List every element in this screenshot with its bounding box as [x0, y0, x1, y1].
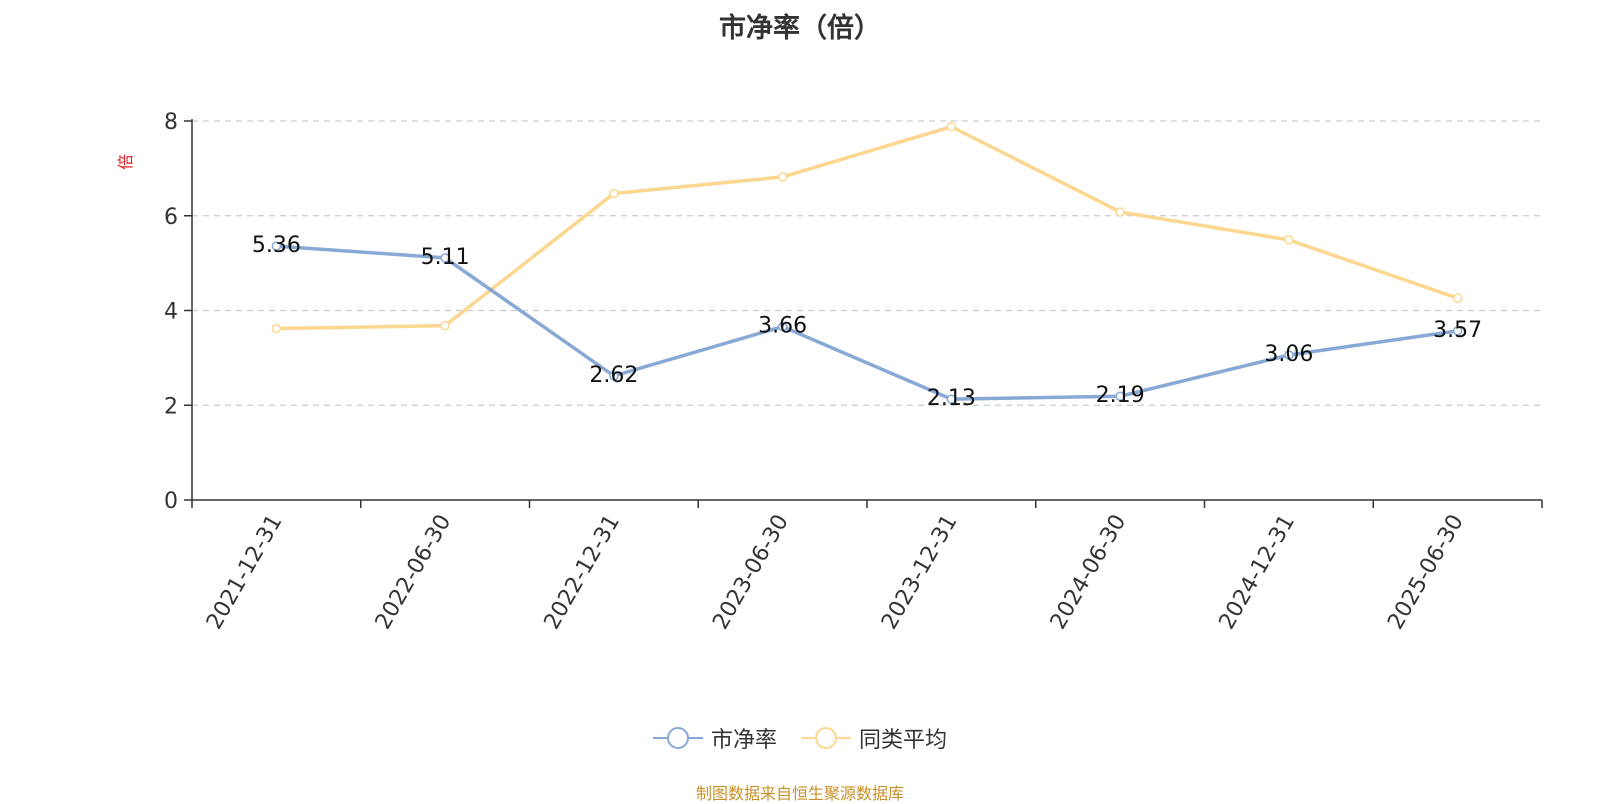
data-point [271, 323, 282, 334]
data-point [609, 188, 619, 199]
y-axis-label: 倍 [116, 154, 135, 170]
x-tick-label: 2022-12-31 [539, 511, 625, 634]
data-point [946, 121, 957, 132]
legend: 市净率 同类平均 [0, 722, 1600, 754]
y-tick-label: 6 [164, 205, 178, 230]
data-labels: 5.36 5.11 2.62 3.66 2.13 2.19 3.06 3.57 [252, 233, 1482, 411]
data-point [1115, 391, 1125, 401]
data-label: 3.57 [1433, 318, 1482, 343]
data-point [777, 172, 788, 182]
legend-marker-icon [801, 727, 851, 749]
x-tick-label: 2023-12-31 [877, 511, 963, 634]
legend-label: 同类平均 [859, 728, 948, 753]
legend-marker-icon [652, 727, 703, 749]
data-label: 3.66 [758, 314, 807, 339]
data-label: 2.62 [589, 363, 638, 388]
data-label: 5.36 [252, 233, 301, 258]
series-line [274, 124, 1460, 331]
x-tick-label: 2024-06-30 [1046, 511, 1132, 634]
gridlines [192, 120, 1542, 406]
y-tick-label: 0 [164, 489, 178, 514]
legend-label: 市净率 [710, 728, 777, 753]
legend-item[interactable]: 同类平均 [801, 722, 947, 754]
x-tick-label: 2023-06-30 [708, 511, 794, 634]
series-lines [274, 124, 1460, 401]
data-point [1452, 293, 1463, 303]
data-point [946, 394, 957, 404]
x-tick-label: 2022-06-30 [371, 511, 457, 634]
y-tick-labels: 0 2 4 6 8 [164, 110, 178, 514]
legend-circle [815, 727, 837, 749]
data-label: 5.11 [421, 245, 470, 270]
x-tick-label: 2021-12-31 [202, 511, 288, 634]
chart-title: 市净率（倍） [719, 13, 881, 44]
data-label: 2.13 [927, 386, 976, 411]
x-tick-label: 2024-12-31 [1214, 511, 1300, 634]
data-point [1115, 207, 1125, 217]
source-note: 制图数据来自恒生聚源数据库 [695, 784, 904, 803]
data-label: 2.19 [1096, 383, 1145, 408]
x-tick-labels: 2021-12-31 2022-06-30 2022-12-31 2023-06-30… [202, 511, 1469, 634]
series-line [274, 244, 1460, 401]
data-label: 3.06 [1264, 342, 1313, 367]
data-point [609, 371, 619, 381]
x-tick-label: 2025-06-30 [1383, 511, 1469, 634]
data-point [1284, 350, 1294, 360]
data-point [440, 253, 450, 263]
data-point [1284, 235, 1294, 245]
data-point [1452, 326, 1463, 336]
data-point [440, 320, 450, 331]
axes [184, 119, 1543, 508]
y-tick-label: 2 [164, 394, 178, 419]
legend-item[interactable]: 市净率 [652, 722, 777, 754]
data-point [777, 321, 788, 332]
y-tick-label: 4 [164, 300, 178, 325]
data-point [271, 241, 282, 251]
y-tick-label: 8 [164, 110, 178, 135]
series-points [271, 121, 1463, 404]
legend-circle [666, 727, 689, 749]
